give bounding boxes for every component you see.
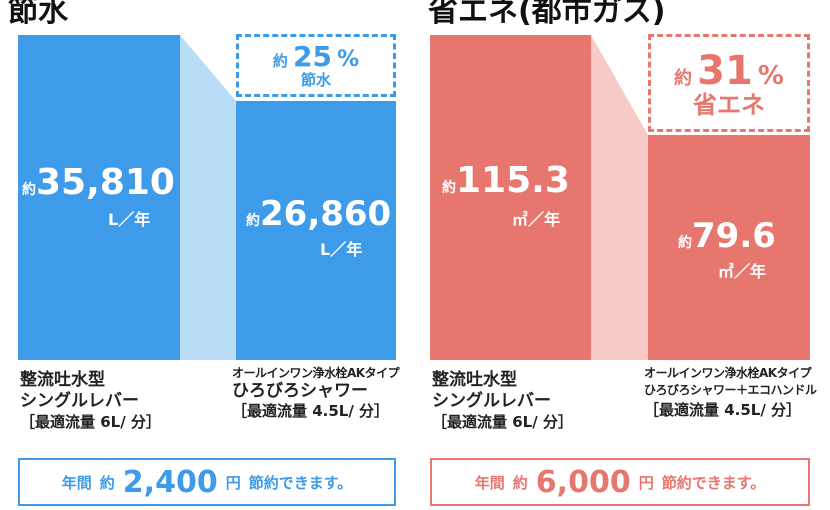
panel-heading: 省エネ(都市ガス) xyxy=(428,0,666,29)
saving-number: 31 xyxy=(697,48,753,94)
saving-label: 省エネ xyxy=(693,91,765,119)
bar-before-value: 約35,810 xyxy=(22,162,175,203)
bar-after-value: 約26,860 xyxy=(246,194,392,234)
bar-before xyxy=(18,35,180,360)
bar-after-value: 約79.6 xyxy=(678,216,776,256)
bar-connector xyxy=(591,35,648,360)
saving-number: 25 xyxy=(293,40,332,73)
water-saving-panel: 節水 約 25 % 節水 約35,810 L／年 約26,860 L／年 整流吐… xyxy=(0,0,400,510)
panel-heading: 節水 xyxy=(8,0,68,29)
bar-after xyxy=(648,135,810,360)
bar-after-unit: ㎥／年 xyxy=(718,262,767,281)
bar-after-caption: オールインワン浄水栓AKタイプ ひろびろシャワー＋エコハンドル ［最適流量 4.… xyxy=(644,366,817,419)
annual-saving-banner: 年間 約 6,000 円 節約できます。 xyxy=(430,458,810,506)
bar-before-unit: ㎥／年 xyxy=(512,210,561,229)
bar-after xyxy=(236,101,396,360)
bar-before xyxy=(430,35,591,360)
saving-prefix: 約 xyxy=(674,68,693,89)
saving-callout: 約 25 % 節水 xyxy=(236,34,396,97)
saving-percent: % xyxy=(337,47,360,72)
bar-after-unit: L／年 xyxy=(320,240,363,259)
bar-connector xyxy=(180,35,236,360)
saving-label: 節水 xyxy=(300,71,331,89)
saving-prefix: 約 xyxy=(272,52,288,70)
bar-before-value: 約115.3 xyxy=(442,160,570,201)
bar-before-unit: L／年 xyxy=(108,210,151,229)
bar-after-caption: オールインワン浄水栓AKタイプ ひろびろシャワー ［最適流量 4.5L/ 分］ xyxy=(232,366,400,421)
energy-saving-panel: 省エネ(都市ガス) 約 31 % 省エネ 約115.3 ㎥／年 約79.6 ㎥／… xyxy=(420,0,820,510)
bar-before-caption: 整流吐水型 シングルレバー ［最適流量 6L/ 分］ xyxy=(432,370,573,431)
saving-percent: % xyxy=(757,61,784,91)
bar-before-caption: 整流吐水型 シングルレバー ［最適流量 6L/ 分］ xyxy=(20,370,161,431)
saving-callout: 約 31 % 省エネ xyxy=(648,34,810,132)
annual-saving-banner: 年間 約 2,400 円 節約できます。 xyxy=(18,458,396,506)
